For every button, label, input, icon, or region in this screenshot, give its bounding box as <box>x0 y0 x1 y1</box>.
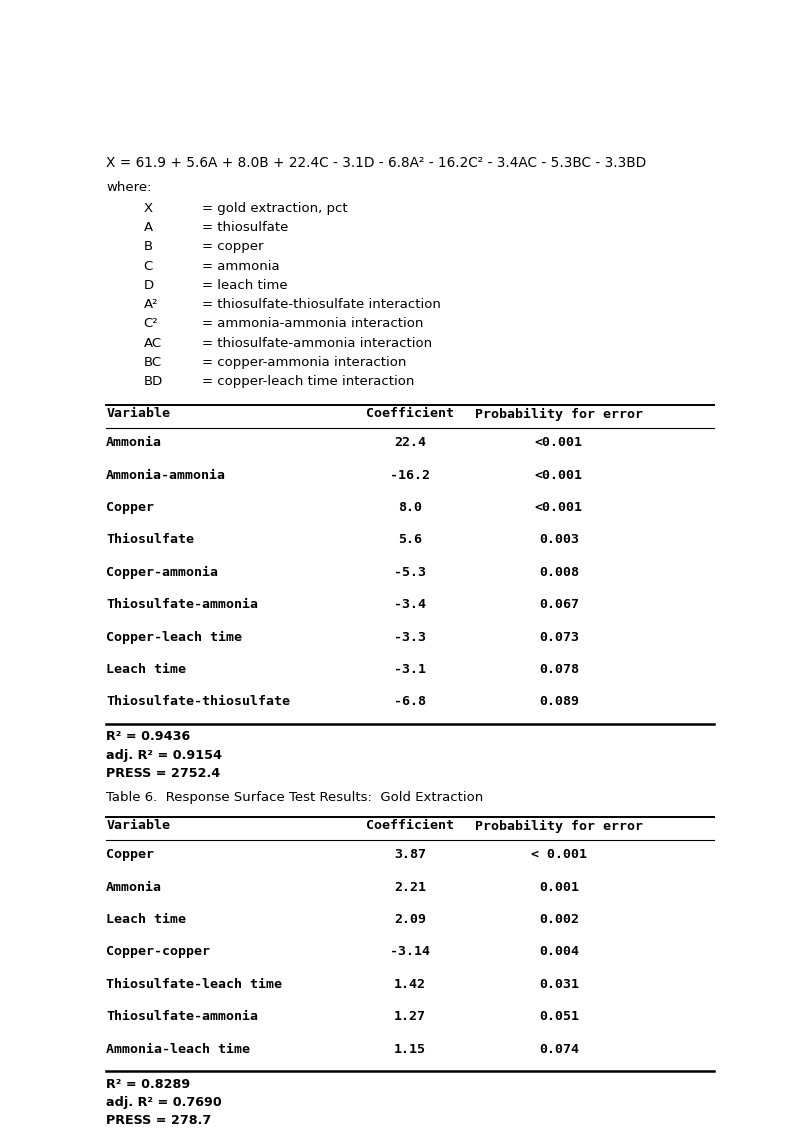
Text: 8.0: 8.0 <box>398 501 422 515</box>
Text: Probability for error: Probability for error <box>474 408 643 420</box>
Text: 1.42: 1.42 <box>394 978 426 991</box>
Text: 0.067: 0.067 <box>539 599 578 611</box>
Text: -3.14: -3.14 <box>390 945 430 959</box>
Text: Ammonia-leach time: Ammonia-leach time <box>106 1043 250 1055</box>
Text: <0.001: <0.001 <box>534 436 582 450</box>
Text: where:: where: <box>106 181 152 194</box>
Text: = copper-leach time interaction: = copper-leach time interaction <box>202 375 414 389</box>
Text: C: C <box>143 260 153 273</box>
Text: 0.051: 0.051 <box>539 1010 578 1024</box>
Text: 0.003: 0.003 <box>539 534 578 546</box>
Text: <0.001: <0.001 <box>534 501 582 515</box>
Text: = thiosulfate: = thiosulfate <box>202 222 289 234</box>
Text: Thiosulfate-leach time: Thiosulfate-leach time <box>106 978 282 991</box>
Text: Thiosulfate-ammonia: Thiosulfate-ammonia <box>106 1010 258 1024</box>
Text: A²: A² <box>143 298 158 311</box>
Text: 0.031: 0.031 <box>539 978 578 991</box>
Text: -3.1: -3.1 <box>394 663 426 676</box>
Text: X: X <box>143 202 153 215</box>
Text: Copper: Copper <box>106 501 154 515</box>
Text: Ammonia-ammonia: Ammonia-ammonia <box>106 469 226 482</box>
Text: Coefficient: Coefficient <box>366 408 454 420</box>
Text: 0.002: 0.002 <box>539 913 578 926</box>
Text: BC: BC <box>143 356 162 369</box>
Text: D: D <box>143 279 154 292</box>
Text: = thiosulfate-thiosulfate interaction: = thiosulfate-thiosulfate interaction <box>202 298 441 311</box>
Text: BD: BD <box>143 375 162 389</box>
Text: <0.001: <0.001 <box>534 469 582 482</box>
Text: adj. R² = 0.7690: adj. R² = 0.7690 <box>106 1096 222 1109</box>
Text: adj. R² = 0.9154: adj. R² = 0.9154 <box>106 749 222 761</box>
Text: Coefficient: Coefficient <box>366 819 454 833</box>
Text: -3.4: -3.4 <box>394 599 426 611</box>
Text: Variable: Variable <box>106 408 170 420</box>
Text: Ammonia: Ammonia <box>106 880 162 894</box>
Text: C²: C² <box>143 317 158 331</box>
Text: < 0.001: < 0.001 <box>531 849 586 861</box>
Text: Ammonia: Ammonia <box>106 436 162 450</box>
Text: Copper-copper: Copper-copper <box>106 945 210 959</box>
Text: 0.089: 0.089 <box>539 695 578 708</box>
Text: 1.27: 1.27 <box>394 1010 426 1024</box>
Text: = copper-ammonia interaction: = copper-ammonia interaction <box>202 356 406 369</box>
Text: PRESS = 278.7: PRESS = 278.7 <box>106 1114 211 1127</box>
Text: = gold extraction, pct: = gold extraction, pct <box>202 202 348 215</box>
Text: 2.21: 2.21 <box>394 880 426 894</box>
Text: 0.074: 0.074 <box>539 1043 578 1055</box>
Text: = leach time: = leach time <box>202 279 288 292</box>
Text: Thiosulfate: Thiosulfate <box>106 534 194 546</box>
Text: = copper: = copper <box>202 241 264 253</box>
Text: R² = 0.8289: R² = 0.8289 <box>106 1078 190 1091</box>
Text: = thiosulfate-ammonia interaction: = thiosulfate-ammonia interaction <box>202 336 433 350</box>
Text: -3.3: -3.3 <box>394 630 426 643</box>
Text: 0.073: 0.073 <box>539 630 578 643</box>
Text: -6.8: -6.8 <box>394 695 426 708</box>
Text: Leach time: Leach time <box>106 913 186 926</box>
Text: 22.4: 22.4 <box>394 436 426 450</box>
Text: A: A <box>143 222 153 234</box>
Text: Variable: Variable <box>106 819 170 833</box>
Text: Copper-leach time: Copper-leach time <box>106 630 242 644</box>
Text: 0.008: 0.008 <box>539 566 578 579</box>
Text: X = 61.9 + 5.6A + 8.0B + 22.4C - 3.1D - 6.8A² - 16.2C² - 3.4AC - 5.3BC - 3.3BD: X = 61.9 + 5.6A + 8.0B + 22.4C - 3.1D - … <box>106 157 646 170</box>
Text: 1.15: 1.15 <box>394 1043 426 1055</box>
Text: -16.2: -16.2 <box>390 469 430 482</box>
Text: Thiosulfate-thiosulfate: Thiosulfate-thiosulfate <box>106 695 290 708</box>
Text: Copper-ammonia: Copper-ammonia <box>106 566 218 579</box>
Text: 5.6: 5.6 <box>398 534 422 546</box>
Text: B: B <box>143 241 153 253</box>
Text: Leach time: Leach time <box>106 663 186 676</box>
Text: 3.87: 3.87 <box>394 849 426 861</box>
Text: PRESS = 2752.4: PRESS = 2752.4 <box>106 767 221 780</box>
Text: AC: AC <box>143 336 162 350</box>
Text: = ammonia: = ammonia <box>202 260 280 273</box>
Text: -5.3: -5.3 <box>394 566 426 579</box>
Text: Copper: Copper <box>106 849 154 861</box>
Text: 0.001: 0.001 <box>539 880 578 894</box>
Text: = ammonia-ammonia interaction: = ammonia-ammonia interaction <box>202 317 424 331</box>
Text: Table 6.  Response Surface Test Results:  Gold Extraction: Table 6. Response Surface Test Results: … <box>106 791 483 803</box>
Text: 2.09: 2.09 <box>394 913 426 926</box>
Text: Probability for error: Probability for error <box>474 819 643 833</box>
Text: 0.078: 0.078 <box>539 663 578 676</box>
Text: Thiosulfate-ammonia: Thiosulfate-ammonia <box>106 599 258 611</box>
Text: R² = 0.9436: R² = 0.9436 <box>106 730 190 743</box>
Text: 0.004: 0.004 <box>539 945 578 959</box>
